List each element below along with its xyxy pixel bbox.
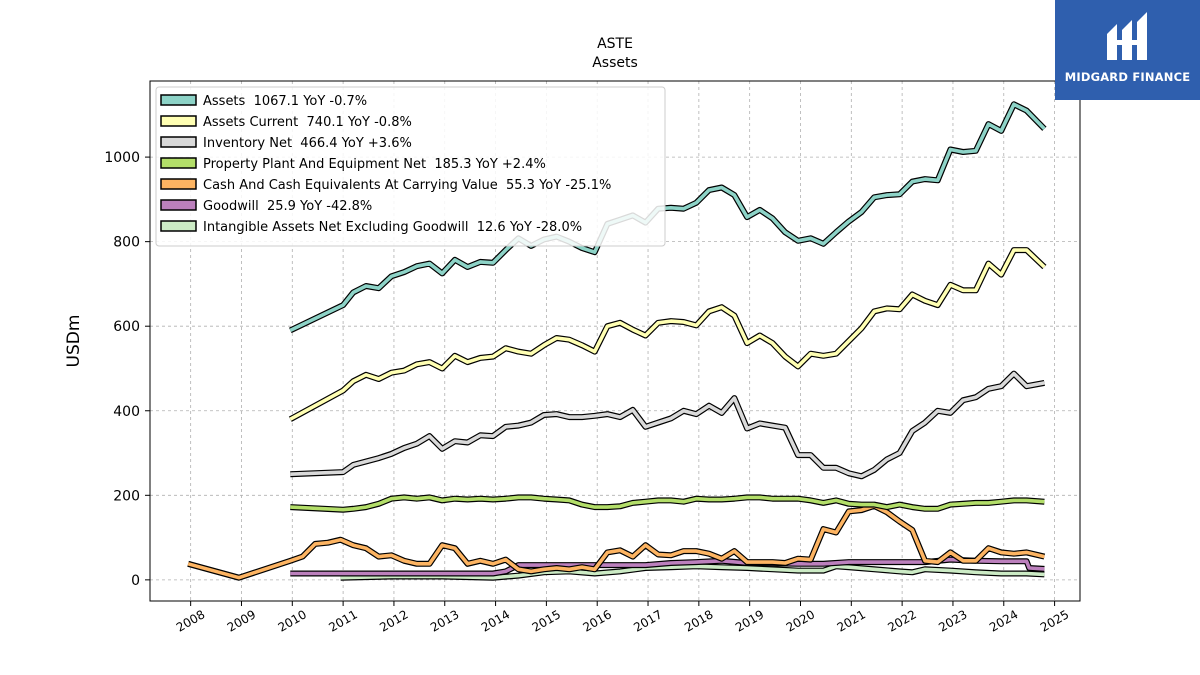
legend-swatch xyxy=(160,115,197,127)
y-tick-label: 600 xyxy=(113,319,140,335)
x-tick-label: 2015 xyxy=(530,607,563,634)
legend-swatch xyxy=(160,136,197,148)
legend-label: Assets Current 740.1 YoY -0.8% xyxy=(203,115,412,130)
x-tick-label: 2023 xyxy=(936,607,969,634)
legend-label: Property Plant And Equipment Net 185.3 Y… xyxy=(203,157,546,172)
series-line-property-plant-and-equipment-net xyxy=(290,495,1045,512)
series-line-inventory-net xyxy=(290,371,1045,479)
series-outline-inventory-net xyxy=(290,370,1045,480)
brand-name: MIDGARD FINANCE xyxy=(1064,70,1191,84)
x-tick-label: 2011 xyxy=(326,607,359,634)
x-tick-label: 2014 xyxy=(479,607,512,634)
y-axis: 0 200 400 600 800 1000 xyxy=(104,150,150,589)
y-tick-label: 1000 xyxy=(104,150,140,166)
y-tick-label: 200 xyxy=(113,488,140,504)
legend-swatch xyxy=(160,220,197,232)
x-tick-label: 2025 xyxy=(1038,607,1071,634)
legend-label: Intangible Assets Net Excluding Goodwill… xyxy=(203,220,582,235)
x-tick-label: 2017 xyxy=(631,607,664,634)
x-tick-label: 2008 xyxy=(174,607,207,634)
x-tick-label: 2019 xyxy=(733,607,766,634)
chart-title: ASTE xyxy=(597,36,633,52)
x-tick-label: 2012 xyxy=(377,607,410,634)
legend: Assets 1067.1 YoY -0.7% Assets Current 74… xyxy=(155,86,666,247)
legend-label: Inventory Net 466.4 YoY +3.6% xyxy=(203,136,412,151)
x-tick-label: 2022 xyxy=(885,607,918,634)
x-tick-label: 2021 xyxy=(835,607,868,634)
legend-swatch xyxy=(160,157,197,169)
series-lines xyxy=(187,101,1047,581)
brand-logo: MIDGARD FINANCE xyxy=(1055,0,1200,100)
x-tick-label: 2013 xyxy=(428,607,461,634)
y-tick-label: 0 xyxy=(131,573,140,589)
legend-label: Cash And Cash Equivalents At Carrying Va… xyxy=(203,178,611,193)
logo-mark-icon xyxy=(1107,12,1147,60)
chart-subtitle: Assets xyxy=(592,55,638,71)
series-line-assets-current xyxy=(289,248,1046,421)
plot-frame xyxy=(149,80,1081,602)
legend-label: Goodwill 25.9 YoY -42.8% xyxy=(203,199,372,214)
x-tick-label: 2009 xyxy=(225,607,258,634)
series-line-assets xyxy=(289,102,1046,333)
legend-swatch xyxy=(160,94,197,106)
legend-label: Assets 1067.1 YoY -0.7% xyxy=(203,94,367,109)
legend-box xyxy=(155,86,666,247)
x-tick-label: 2024 xyxy=(987,607,1020,634)
y-axis-label: USDm xyxy=(64,315,84,368)
x-tick-label: 2020 xyxy=(784,607,817,634)
y-tick-label: 800 xyxy=(113,235,140,251)
series-line-cash-and-cash-equivalents-at-carrying-value xyxy=(187,504,1045,580)
legend-swatch xyxy=(160,178,197,190)
x-tick-label: 2018 xyxy=(682,607,715,634)
x-tick-label: 2010 xyxy=(276,607,309,634)
y-tick-label: 400 xyxy=(113,404,140,420)
legend-swatch xyxy=(160,199,197,211)
x-tick-label: 2016 xyxy=(580,607,613,634)
x-axis: 2008 2009 2010 2011 2012 2013 2014 2015 2016 2017… xyxy=(174,601,1071,635)
